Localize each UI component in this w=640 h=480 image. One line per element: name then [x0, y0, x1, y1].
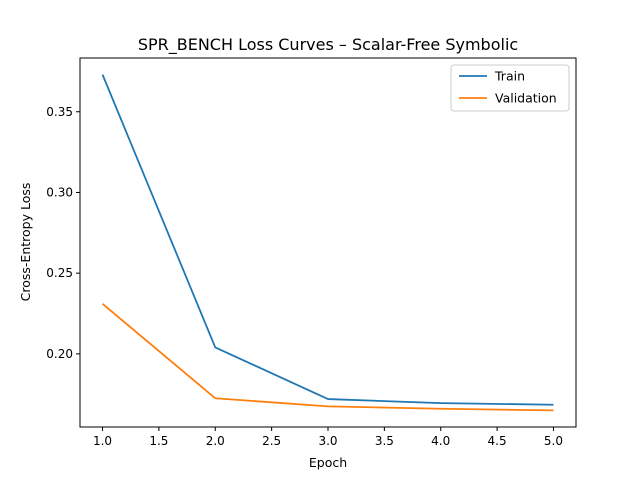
x-tick-label: 5.0 — [544, 434, 563, 448]
x-tick-label: 2.5 — [262, 434, 281, 448]
y-tick-label: 0.30 — [46, 185, 73, 199]
x-tick-label: 4.5 — [488, 434, 507, 448]
y-tick-label: 0.20 — [46, 347, 73, 361]
plot-lines — [101, 74, 554, 412]
chart-title: SPR_BENCH Loss Curves – Scalar-Free Symb… — [138, 35, 518, 55]
x-tick-label: 2.0 — [206, 434, 225, 448]
x-tick-label: 1.0 — [93, 434, 112, 448]
x-tick-label: 1.5 — [149, 434, 168, 448]
x-axis-label: Epoch — [309, 455, 347, 470]
legend-label: Validation — [495, 91, 557, 106]
legend-label: Train — [494, 69, 525, 84]
series-line-train — [101, 74, 554, 406]
y-axis: 0.20 0.25 0.30 0.35 — [46, 105, 80, 361]
y-tick-label: 0.35 — [46, 105, 73, 119]
x-tick-label: 3.0 — [318, 434, 337, 448]
x-axis: 1.0 1.5 2.0 2.5 3.0 3.5 4.0 4.5 5.0 — [93, 427, 563, 448]
x-tick-label: 4.0 — [431, 434, 450, 448]
plot-frame — [79, 57, 577, 428]
x-tick-label: 3.5 — [375, 434, 394, 448]
y-axis-label: Cross-Entropy Loss — [18, 183, 33, 302]
y-tick-label: 0.25 — [46, 266, 73, 280]
series-line-validation — [101, 303, 554, 412]
legend: Train Validation — [450, 64, 570, 112]
